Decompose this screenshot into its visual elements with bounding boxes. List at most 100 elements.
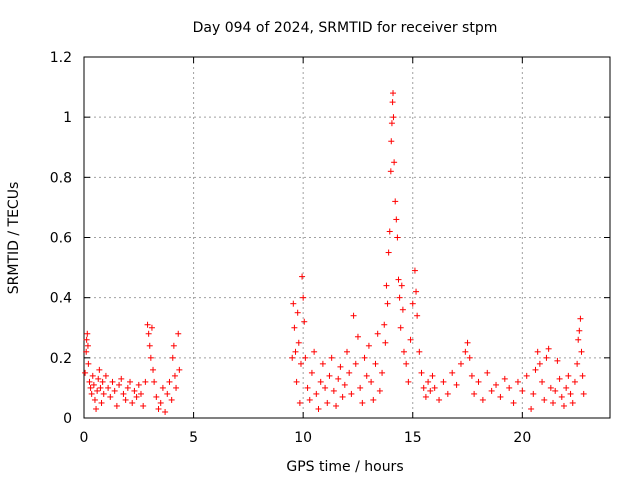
data-point — [394, 234, 401, 241]
data-point — [388, 138, 395, 145]
y-tick-label: 0 — [63, 411, 72, 427]
data-point — [444, 390, 451, 397]
data-point — [308, 369, 315, 376]
data-point — [398, 282, 405, 289]
data-point — [571, 378, 578, 385]
data-point — [133, 393, 140, 400]
data-point — [116, 381, 123, 388]
data-point — [411, 267, 418, 274]
data-point — [90, 381, 97, 388]
data-point — [390, 90, 397, 97]
data-point — [484, 369, 491, 376]
data-point — [530, 390, 537, 397]
data-point — [326, 372, 333, 379]
data-point — [293, 378, 300, 385]
data-point — [453, 381, 460, 388]
data-point — [83, 336, 90, 343]
data-point — [416, 348, 423, 355]
data-point — [514, 378, 521, 385]
data-point — [137, 390, 144, 397]
data-point — [150, 366, 157, 373]
data-point — [118, 375, 125, 382]
data-point — [389, 99, 396, 106]
data-point — [169, 354, 176, 361]
data-point — [534, 348, 541, 355]
data-point — [440, 378, 447, 385]
data-point — [409, 300, 416, 307]
data-point — [552, 387, 559, 394]
data-point — [418, 369, 425, 376]
data-point — [493, 381, 500, 388]
data-point — [368, 378, 375, 385]
x-tick-label: 0 — [80, 430, 89, 446]
data-point — [346, 369, 353, 376]
data-point — [162, 408, 169, 415]
data-point — [300, 294, 307, 301]
data-point — [462, 348, 469, 355]
data-point — [547, 384, 554, 391]
data-point — [166, 378, 173, 385]
data-point — [120, 390, 127, 397]
x-tick-label: 20 — [513, 430, 531, 446]
data-point — [289, 354, 296, 361]
data-point — [383, 282, 390, 289]
y-tick-label: 0.2 — [50, 351, 72, 367]
data-point — [159, 384, 166, 391]
data-point — [299, 273, 306, 280]
data-point — [365, 342, 372, 349]
data-point — [296, 399, 303, 406]
data-point — [384, 300, 391, 307]
axis-ticks — [83, 56, 610, 419]
data-point — [122, 396, 129, 403]
data-point — [390, 114, 397, 121]
data-point — [105, 384, 112, 391]
data-point — [147, 354, 154, 361]
data-point — [96, 366, 103, 373]
data-point — [86, 378, 93, 385]
data-point — [135, 381, 142, 388]
data-point — [543, 354, 550, 361]
data-point — [379, 369, 386, 376]
data-point — [370, 396, 377, 403]
data-point — [176, 366, 183, 373]
data-point — [528, 405, 535, 412]
data-point — [466, 354, 473, 361]
data-point — [422, 393, 429, 400]
data-point — [425, 378, 432, 385]
data-point — [468, 372, 475, 379]
x-tick-label: 15 — [404, 430, 422, 446]
data-point — [127, 378, 134, 385]
data-point — [350, 312, 357, 319]
data-point — [131, 387, 138, 394]
data-point — [449, 369, 456, 376]
data-point — [397, 324, 404, 331]
data-point — [84, 330, 91, 337]
data-point — [82, 369, 89, 376]
data-point — [580, 390, 587, 397]
data-point — [302, 354, 309, 361]
data-point — [175, 330, 182, 337]
data-point — [429, 372, 436, 379]
data-point — [324, 399, 331, 406]
data-point — [107, 393, 114, 400]
data-point — [99, 378, 106, 385]
data-point — [164, 390, 171, 397]
data-point — [83, 348, 90, 355]
data-point — [292, 348, 299, 355]
data-point — [386, 228, 393, 235]
data-point — [357, 384, 364, 391]
data-point — [391, 159, 398, 166]
data-point — [563, 384, 570, 391]
y-axis-label: SRMTID / TECUs — [6, 182, 22, 295]
data-point — [337, 363, 344, 370]
data-point — [313, 390, 320, 397]
data-point — [400, 348, 407, 355]
data-point — [577, 315, 584, 322]
data-point — [124, 384, 131, 391]
data-point — [95, 375, 102, 382]
data-point — [173, 384, 180, 391]
data-point — [291, 324, 298, 331]
data-point — [109, 378, 116, 385]
data-point — [129, 399, 136, 406]
